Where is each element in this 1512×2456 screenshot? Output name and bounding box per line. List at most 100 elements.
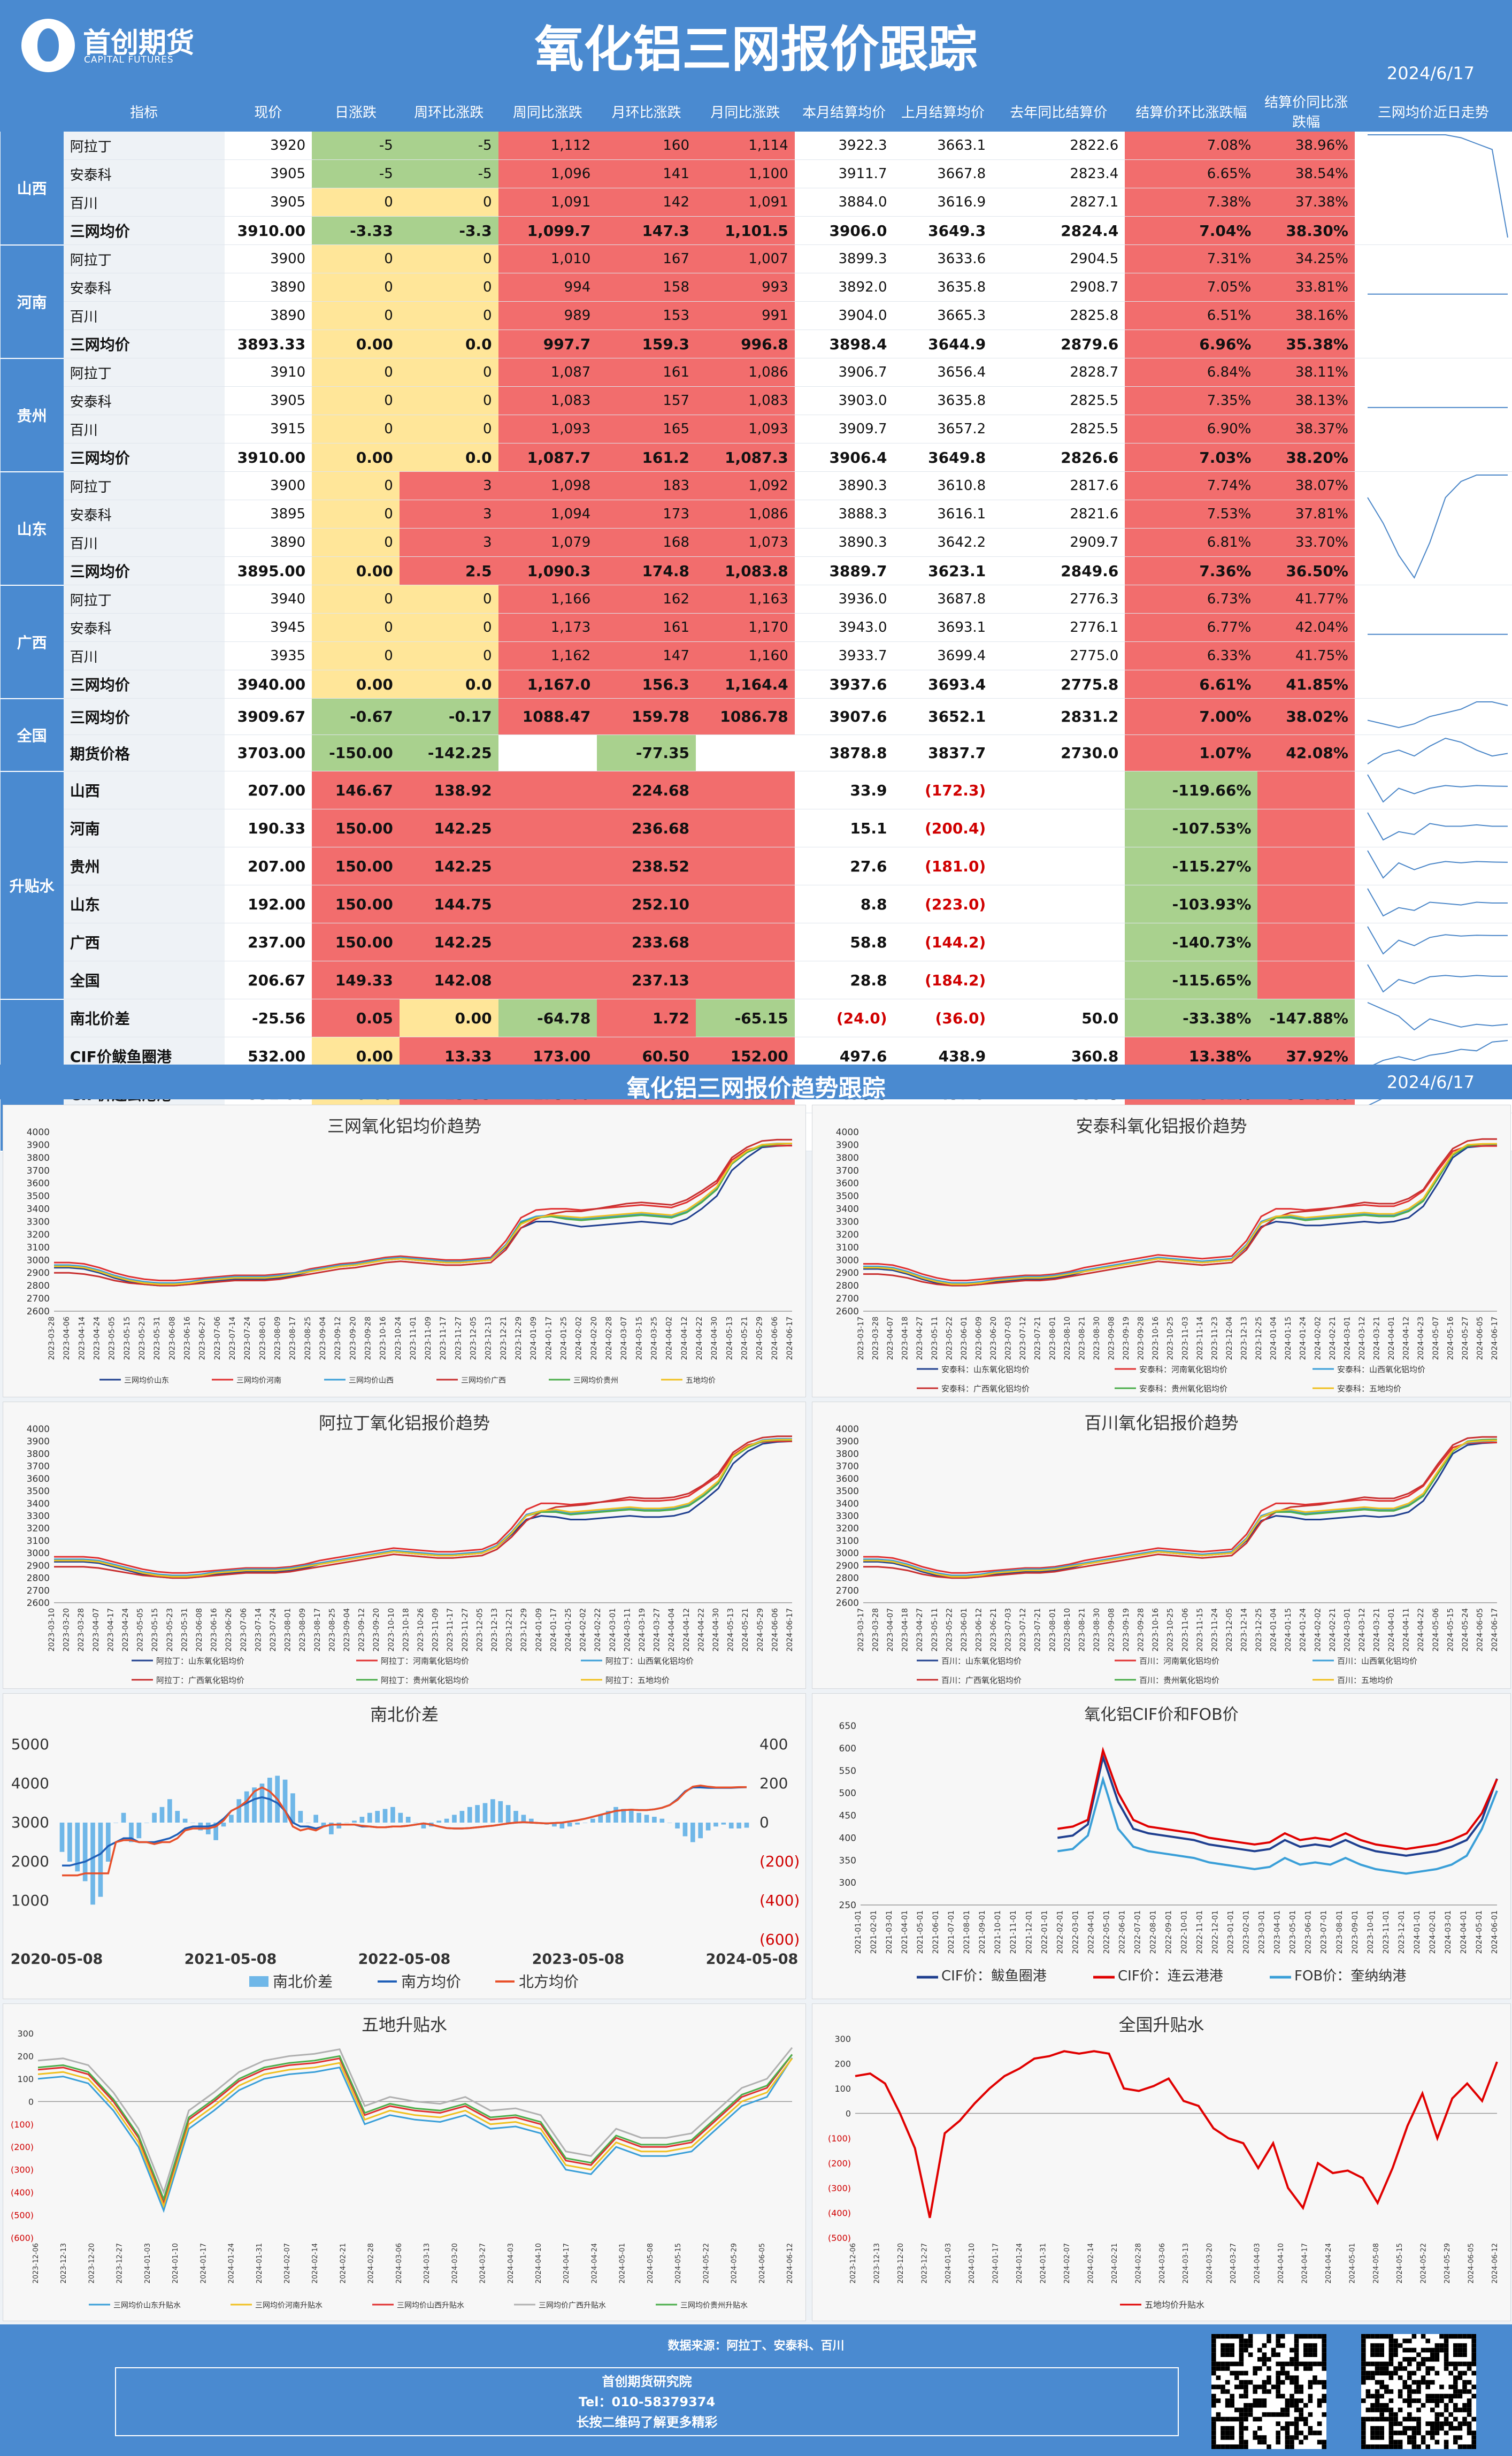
table-cell: 174.8 bbox=[597, 556, 696, 585]
table-cell: 3895 bbox=[224, 500, 312, 529]
table-cell bbox=[1257, 961, 1355, 999]
y-tick-label: 0 bbox=[28, 2097, 34, 2107]
table-cell: 160 bbox=[597, 131, 696, 160]
table-cell: (36.0) bbox=[893, 999, 993, 1037]
bar bbox=[382, 1809, 388, 1823]
x-tick-label: 2023-09-12 bbox=[358, 1608, 366, 1651]
x-tick-label: 2023-07-06 bbox=[240, 1608, 248, 1651]
table-cell: 1,087 bbox=[498, 358, 597, 387]
table-cell: 38.37% bbox=[1257, 415, 1355, 443]
table-cell: 159.3 bbox=[597, 330, 696, 358]
bar bbox=[552, 1823, 557, 1827]
x-tick-label: 2024-05-08 bbox=[1372, 2243, 1380, 2284]
bar bbox=[282, 1779, 288, 1823]
table-row: 三网均价 3910.00 -3.33 -3.3 1,099.7 147.3 1,101.5 3… bbox=[1, 216, 1512, 245]
footer: 数据来源：阿拉丁、安泰科、百川 首创期货研究院 Tel：010-58379374… bbox=[0, 2324, 1512, 2456]
table-row: 港口南北价差-25.560.050.00-64.781.72-65.15(24.… bbox=[0, 999, 1512, 1152]
table-cell: 1,100 bbox=[696, 159, 795, 188]
x-tick-label: 2023-04-14 bbox=[78, 1317, 86, 1360]
price-table-area: 指标 现价 日涨跌 周环比涨跌 周同比涨跌 月环比涨跌 月同比涨跌 本月结算均价 上月结算均价去… bbox=[0, 91, 1512, 1152]
x-tick-label: 2024-04-10 bbox=[1277, 2243, 1285, 2284]
table-cell: 1,073 bbox=[696, 528, 795, 557]
x-tick-label: 2023-12-25 bbox=[1255, 1317, 1263, 1360]
table-cell: -3.3 bbox=[399, 216, 498, 245]
table-cell: 1,087.3 bbox=[696, 443, 795, 472]
table-cell: 6.84% bbox=[1125, 358, 1258, 387]
table-cell: 3657.2 bbox=[893, 415, 993, 443]
x-tick-label: 2023-03-28 bbox=[872, 1608, 880, 1651]
table-cell: 0 bbox=[399, 273, 498, 302]
x-tick-label: 2024-06-05 bbox=[1468, 2243, 1476, 2284]
bar bbox=[405, 1817, 411, 1823]
table-cell: 0 bbox=[312, 188, 400, 217]
x-tick-label: 2023-08-01 bbox=[1048, 1317, 1057, 1360]
x-tick-label: 2023-06-26 bbox=[225, 1608, 233, 1651]
x-tick-label: 2021-10-01 bbox=[994, 1910, 1002, 1954]
x-tick-label: 2023-06-01 bbox=[960, 1608, 969, 1651]
x-tick-label: 2023-05-15 bbox=[123, 1317, 132, 1360]
logo-en: CAPITAL FUTURES bbox=[84, 55, 174, 65]
x-tick-label: 2023-12-01 bbox=[1398, 1910, 1406, 1954]
table-cell: 1,167.0 bbox=[498, 670, 597, 699]
bar bbox=[398, 1812, 403, 1823]
table-cell: 38.20% bbox=[1257, 443, 1355, 472]
qr-code-icon[interactable] bbox=[1211, 2334, 1326, 2449]
legend-label: 阿拉丁：山西氧化铝均价 bbox=[605, 1656, 694, 1666]
row-label: 河南 bbox=[63, 809, 225, 847]
y-tick-label: 3200 bbox=[836, 1524, 859, 1534]
table-cell: 206.67 bbox=[224, 961, 312, 999]
qr-code-icon[interactable] bbox=[1361, 2334, 1476, 2449]
x-tick-label: 2023-07-14 bbox=[254, 1608, 263, 1651]
legend-label: 五地均价 bbox=[686, 1376, 716, 1385]
y-tick-label: 3200 bbox=[27, 1229, 50, 1240]
bar bbox=[375, 1811, 380, 1823]
x-tick-label: 2023-09-20 bbox=[372, 1608, 381, 1651]
sparkline-cell bbox=[1354, 771, 1512, 809]
x-tick-label: 2023-07-06 bbox=[213, 1317, 222, 1360]
sparkline-cell bbox=[1354, 358, 1512, 472]
table-cell: 167 bbox=[597, 244, 696, 273]
x-tick-label: 2024-06-05 bbox=[758, 2243, 766, 2284]
y-tick-label: 3500 bbox=[27, 1191, 50, 1202]
x-tick-label: 2024-04-30 bbox=[710, 1317, 719, 1360]
table-cell: 3616.9 bbox=[893, 188, 993, 217]
x-tick-label: 2024-02-02 bbox=[1314, 1317, 1322, 1360]
y-tick-label: 0 bbox=[846, 2109, 851, 2119]
x-tick-label: 2024-05-29 bbox=[731, 2243, 739, 2284]
y-tick-label: 650 bbox=[839, 1721, 856, 1732]
bar bbox=[359, 1817, 365, 1823]
sparkline-cell bbox=[1354, 961, 1512, 999]
bar bbox=[705, 1823, 711, 1831]
table-cell: 0 bbox=[312, 500, 400, 529]
table-cell: 3920 bbox=[224, 131, 312, 160]
x-tick-label: 2024-05-08 bbox=[706, 1951, 799, 1968]
series-line bbox=[855, 2050, 1498, 2218]
y-tick-label: (600) bbox=[11, 2233, 34, 2243]
table-cell: 7.36% bbox=[1125, 556, 1258, 585]
table-cell: 207.00 bbox=[224, 847, 312, 885]
chart-title: 阿拉丁氧化铝报价趋势 bbox=[318, 1413, 490, 1433]
table-cell: 3895.00 bbox=[224, 556, 312, 585]
x-tick-label: 2023-05-08 bbox=[532, 1951, 625, 1968]
table-cell: 2909.7 bbox=[992, 528, 1125, 557]
chart-panel-aladdin: 阿拉丁氧化铝报价趋势 2600 2700 2800 2900 3000 3100 3200 33… bbox=[3, 1402, 806, 1689]
table-cell: 0 bbox=[399, 188, 498, 217]
table-cell: 1,101.5 bbox=[696, 216, 795, 245]
y-tick-label: 3500 bbox=[836, 1191, 859, 1202]
x-tick-label: 2024-06-05 bbox=[1476, 1608, 1484, 1651]
x-tick-label: 2023-06-08 bbox=[195, 1608, 204, 1651]
table-cell: -119.66% bbox=[1125, 771, 1258, 809]
legend-label: 百川：五地均价 bbox=[1337, 1675, 1393, 1685]
table-cell: -5 bbox=[399, 159, 498, 188]
x-tick-label: 2024-06-05 bbox=[1476, 1317, 1484, 1360]
bar bbox=[298, 1811, 303, 1823]
x-tick-label: 2023-03-28 bbox=[77, 1608, 86, 1651]
legend-label: 三网均价河南升贴水 bbox=[255, 2301, 323, 2310]
table-cell: 37.81% bbox=[1257, 500, 1355, 529]
row-label: 期货价格 bbox=[63, 734, 225, 771]
table-cell: 50.0 bbox=[992, 999, 1125, 1037]
table-cell bbox=[1257, 847, 1355, 885]
table-row: 三网均价 3895.00 0.00 2.5 1,090.3 174.8 1,083.8 388… bbox=[1, 556, 1512, 585]
chart-title: 氧化铝CIF价和FOB价 bbox=[1084, 1705, 1239, 1724]
x-tick-label: 2024-03-13 bbox=[423, 2243, 431, 2284]
